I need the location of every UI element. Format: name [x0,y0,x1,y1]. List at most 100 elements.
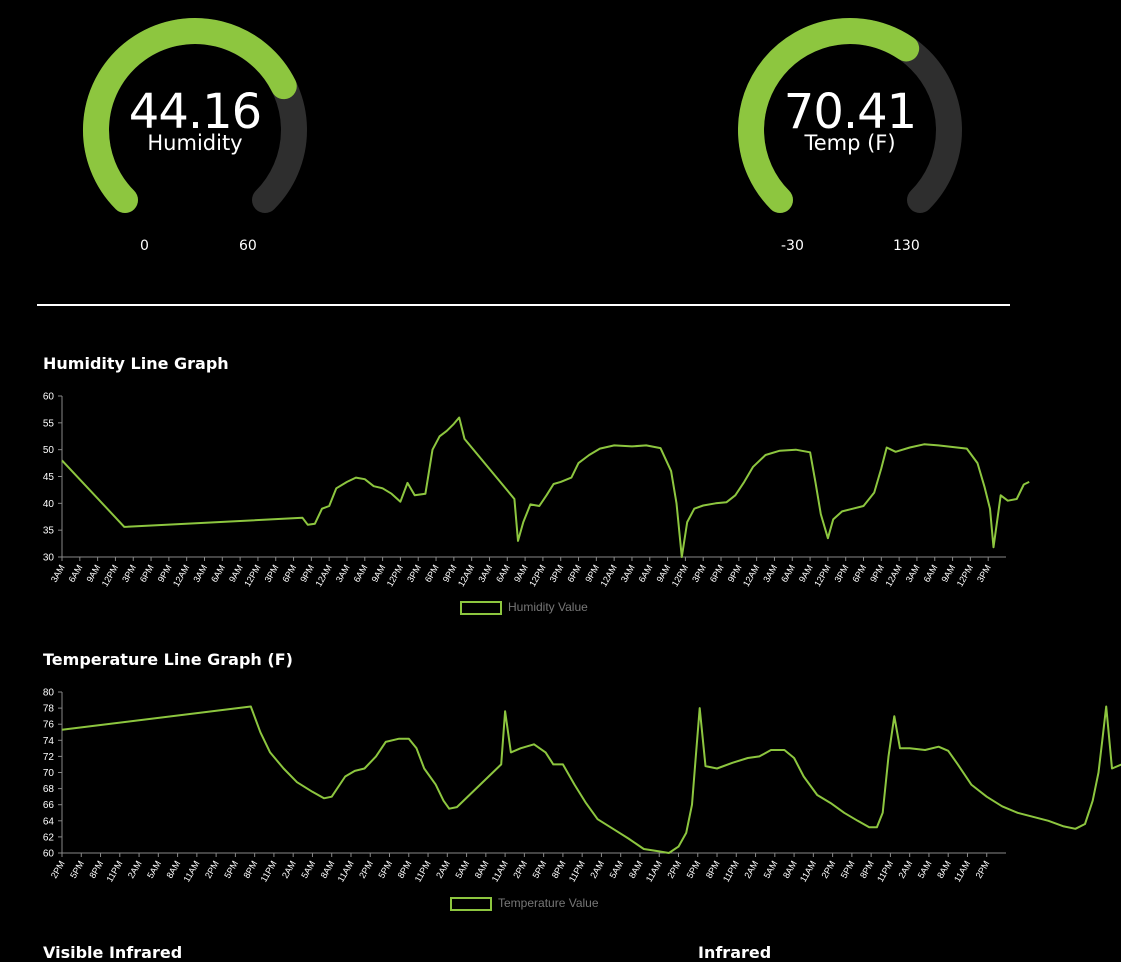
humidity-chart-x-tick-label: 6AM [494,563,512,584]
humidity-chart-title: Humidity Line Graph [43,354,229,373]
temperature-chart-x-tick-label: 2PM [511,859,529,880]
humidity-chart-x-tick-label: 12PM [242,563,262,588]
humidity-chart-x-tick-label: 9PM [726,563,744,584]
humidity-chart-x-tick-label: 12PM [670,563,690,588]
temperature-gauge-max: 130 [893,238,920,254]
humidity-chart-x-tick-label: 12AM [598,563,618,588]
humidity-chart-x-tick-label: 3AM [476,563,494,584]
humidity-chart-x-tick-label: 3PM [975,563,993,584]
humidity-chart-x-tick-label: 9AM [512,563,530,584]
temperature-chart-y-tick-label: 66 [43,800,55,811]
temperature-chart-x-tick-label: 5AM [145,859,163,880]
temperature-chart-x-tick-label: 5AM [916,859,934,880]
humidity-chart-x-tick-label: 3AM [334,563,352,584]
humidity-chart-x-tick-label: 9PM [868,563,886,584]
humidity-chart-x-tick-label: 9AM [939,563,957,584]
temperature-gauge-min: -30 [781,238,804,254]
humidity-chart-series-line [61,416,1030,558]
temperature-chart-x-tick-label: 8PM [241,859,259,880]
temperature-chart-x-tick-label: 8AM [164,859,182,880]
temperature-chart-x-tick-label: 8PM [87,859,105,880]
humidity-gauge-label: Humidity [147,131,243,155]
temperature-chart-x-tick-label: 2PM [357,859,375,880]
humidity-chart-x-tick-label: 6AM [209,563,227,584]
humidity-chart-x-tick-label: 9AM [227,563,245,584]
section-divider [37,304,1010,306]
temperature-chart-x-tick-label: 8AM [473,859,491,880]
temperature-chart-x-tick-label: 8PM [550,859,568,880]
temperature-legend-label: Temperature Value [498,896,599,910]
temperature-chart-x-tick-label: 11PM [104,859,124,884]
humidity-chart-x-tick-label: 9AM [797,563,815,584]
temperature-legend-swatch [450,896,492,911]
humidity-chart-y-tick-label: 45 [43,472,55,483]
temperature-chart-y-tick-label: 60 [43,849,55,860]
humidity-gauge-min: 0 [140,238,149,254]
humidity-chart-x-tick-label: 6PM [423,563,441,584]
humidity-gauge-fill [83,18,297,213]
humidity-chart-x-tick-label: 3PM [548,563,566,584]
humidity-chart-x-tick-label: 12PM [527,563,547,588]
temperature-chart-y-tick-label: 68 [43,784,55,795]
infrared-title: Infrared [698,943,772,962]
temperature-chart-x-tick-label: 5PM [530,859,548,880]
temperature-chart-x-tick-label: 8PM [396,859,414,880]
humidity-chart-y-tick-label: 30 [43,553,55,564]
temperature-chart-x-tick-label: 5AM [608,859,626,880]
humidity-chart-y-tick-label: 35 [43,526,55,537]
humidity-gauge: 44.16 Humidity 0 60 [74,0,316,260]
humidity-chart-x-tick-label: 12PM [812,563,832,588]
humidity-legend[interactable]: Humidity Value [460,600,588,615]
temperature-gauge-label: Temp (F) [804,131,896,155]
temperature-chart-y-tick-label: 70 [43,768,55,779]
humidity-chart-x-tick-label: 3AM [191,563,209,584]
humidity-chart-x-tick-label: 3PM [690,563,708,584]
temperature-chart-x-tick-label: 11AM [182,859,202,884]
humidity-chart-x-tick-label: 12PM [385,563,405,588]
humidity-chart-x-tick-label: 9PM [583,563,601,584]
temperature-chart-series-line [61,705,1121,854]
humidity-chart-x-tick-label: 12AM [741,563,761,588]
humidity-chart-x-tick-label: 12AM [883,563,903,588]
humidity-chart-x-tick-label: 6PM [708,563,726,584]
temperature-gauge-value: 70.41 [783,84,917,140]
temperature-chart-x-tick-label: 5PM [222,859,240,880]
humidity-chart-x-tick-label: 3AM [761,563,779,584]
humidity-chart-x-tick-label: 12PM [955,563,975,588]
humidity-gauge-value: 44.16 [128,84,262,140]
temperature-chart-x-tick-label: 2PM [974,859,992,880]
humidity-chart-x-tick-label: 12AM [313,563,333,588]
temperature-chart-x-tick-label: 8AM [319,859,337,880]
humidity-chart-x-tick-label: 9PM [441,563,459,584]
temperature-chart-title: Temperature Line Graph (F) [43,650,293,669]
temperature-chart-x-tick-label: 5PM [839,859,857,880]
temperature-chart-x-tick-label: 8AM [627,859,645,880]
temperature-legend[interactable]: Temperature Value [450,896,599,911]
temperature-chart-y-tick-label: 76 [43,720,55,731]
temperature-chart-x-tick-label: 11PM [413,859,433,884]
humidity-chart-x-tick-label: 3PM [120,563,138,584]
temperature-chart-y-tick-label: 62 [43,832,55,843]
temperature-chart-x-tick-label: 2PM [203,859,221,880]
humidity-chart-x-tick-label: 9PM [298,563,316,584]
temperature-chart-x-tick-label: 5PM [68,859,86,880]
humidity-chart-x-tick-label: 6PM [138,563,156,584]
humidity-chart-x-tick-label: 3PM [405,563,423,584]
temperature-chart-x-tick-label: 11PM [259,859,279,884]
humidity-chart-x-tick-label: 9AM [369,563,387,584]
temperature-chart-x-tick-label: 2AM [742,859,760,880]
temperature-gauge-fill [738,18,920,213]
temperature-chart-x-tick-label: 2AM [280,859,298,880]
temperature-chart-y-tick-label: 74 [43,736,55,747]
humidity-legend-label: Humidity Value [508,600,588,614]
temperature-chart-x-tick-label: 11AM [644,859,664,884]
humidity-chart-x-tick-label: 3PM [833,563,851,584]
humidity-chart-x-tick-label: 12AM [456,563,476,588]
temperature-chart-y-tick-label: 78 [43,704,55,715]
visible-infrared-title: Visible Infrared [43,943,183,962]
temperature-chart-x-tick-label: 11AM [490,859,510,884]
temperature-chart-x-tick-label: 2PM [49,859,67,880]
humidity-chart-x-tick-label: 9AM [84,563,102,584]
humidity-chart-x-tick-label: 6AM [352,563,370,584]
temperature-chart-x-tick-label: 11AM [952,859,972,884]
